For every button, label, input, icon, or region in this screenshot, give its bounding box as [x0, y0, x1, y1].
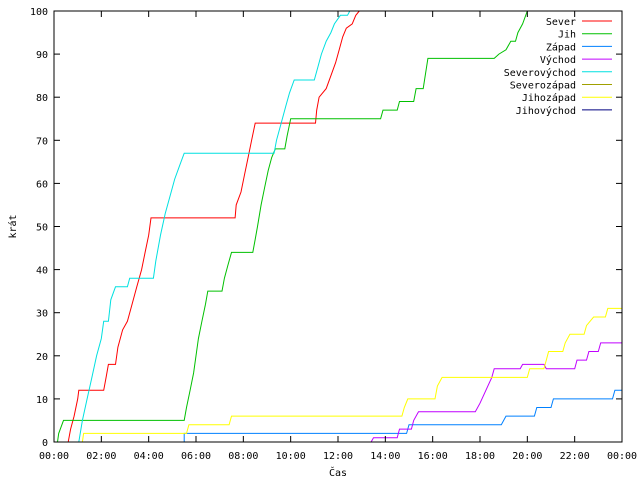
legend-label: Severozápad: [510, 80, 576, 92]
y-axis-ticks: 0 10 20 30 40 50 60 70 80 90 100: [30, 7, 622, 449]
series-line-2: [54, 389, 622, 443]
y-tick-label: 10: [36, 395, 48, 406]
y-axis-label: krát: [7, 214, 19, 238]
y-tick-label: 20: [36, 352, 48, 363]
x-tick-label: 00:00: [39, 451, 69, 462]
series-line-4: [54, 10, 351, 443]
x-tick-label: 04:00: [134, 451, 164, 462]
y-tick-label: 0: [42, 438, 48, 449]
legend: Sever JihZápadVýchodSeverovýchodSeverozáp…: [504, 17, 612, 117]
legend-label: Západ: [546, 41, 576, 53]
x-tick-label: 06:00: [181, 451, 211, 462]
legend-label: Sever: [546, 17, 576, 28]
x-tick-label: 12:00: [323, 451, 353, 462]
y-tick-label: 50: [36, 223, 48, 234]
x-tick-label: 00:00: [607, 451, 637, 462]
y-tick-label: 40: [36, 266, 48, 277]
y-tick-label: 60: [36, 179, 48, 190]
x-tick-label: 18:00: [465, 451, 495, 462]
series-line-3: [54, 342, 622, 443]
x-tick-label: 20:00: [512, 451, 542, 462]
x-axis-label: Čas: [329, 466, 347, 479]
y-tick-label: 30: [36, 309, 48, 320]
y-tick-label: 90: [36, 50, 48, 61]
y-tick-label: 100: [30, 7, 48, 18]
series-line-6: [54, 307, 622, 443]
legend-label: Jih: [558, 30, 576, 41]
x-tick-label: 02:00: [86, 451, 116, 462]
x-tick-label: 14:00: [370, 451, 400, 462]
series-line-0: [54, 10, 360, 443]
x-tick-label: 08:00: [228, 451, 258, 462]
series-line-1: [54, 10, 528, 443]
x-axis-ticks: 00:00 02:00 04:00 06:00 08:00 10:00 12:00 14:00…: [39, 11, 637, 462]
series-layer: [54, 10, 622, 443]
x-tick-label: 16:00: [418, 451, 448, 462]
y-tick-label: 70: [36, 136, 48, 147]
y-tick-label: 80: [36, 93, 48, 104]
legend-label: Severovýchod: [504, 67, 576, 79]
legend-label: Jihovýchod: [516, 105, 576, 117]
plot-frame: [53, 10, 623, 443]
legend-label: Východ: [540, 54, 576, 66]
x-tick-label: 10:00: [276, 451, 306, 462]
legend-label: Jihozápad: [522, 92, 576, 104]
x-tick-label: 22:00: [560, 451, 590, 462]
